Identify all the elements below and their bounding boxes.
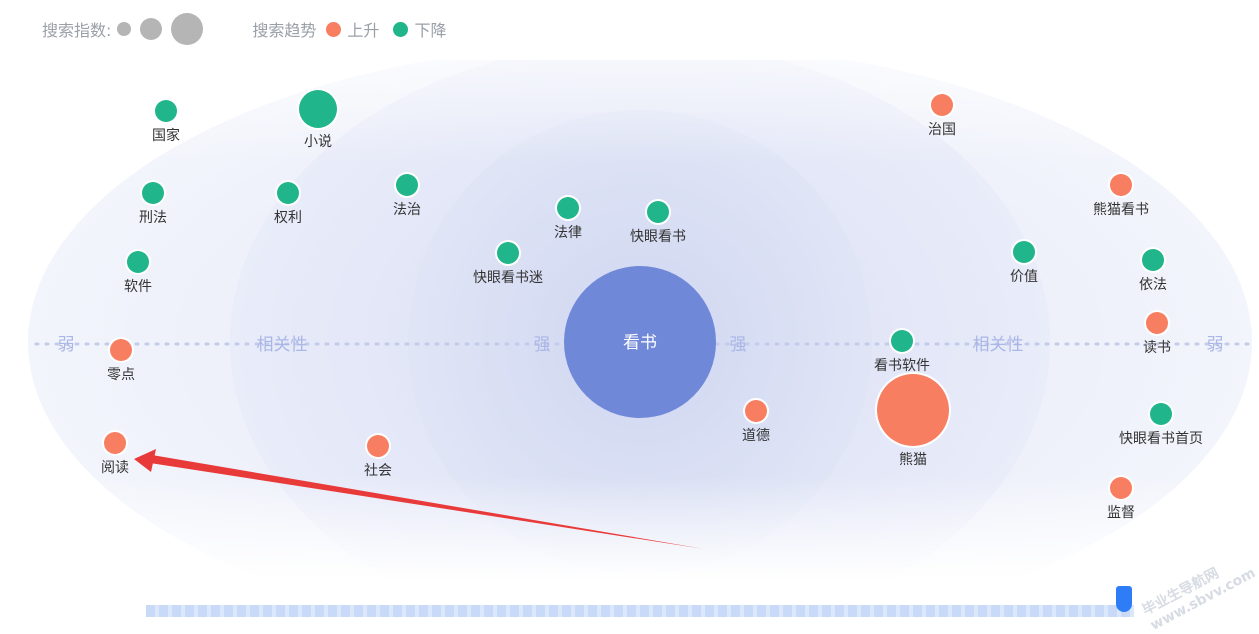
bubble-13[interactable] (745, 400, 767, 422)
axis-label-relevance-left: 相关性 (257, 335, 308, 355)
bubble-22[interactable] (1110, 477, 1132, 499)
bubble-label-1: 国家 (152, 127, 180, 144)
bubble-label-4: 权利 (274, 210, 302, 226)
bubble-14[interactable] (891, 330, 913, 352)
axis-label-relevance-right: 相关性 (973, 335, 1024, 355)
axis-label-weak-left: 弱 (58, 335, 75, 355)
bubble-label-8: 快眼看书迷 (473, 270, 543, 286)
bubble-21[interactable] (1150, 403, 1172, 425)
bubble-label-10: 零点 (107, 367, 135, 383)
bubble-8[interactable] (497, 242, 519, 264)
bubble-label-18: 价值 (1010, 269, 1038, 285)
bubble-label-21: 快眼看书首页 (1119, 431, 1203, 447)
bubble-9[interactable] (127, 251, 149, 273)
bubble-10[interactable] (110, 339, 132, 361)
trend-legend-label: 搜索趋势 (252, 21, 317, 40)
bubble-label-9: 软件 (124, 279, 152, 295)
bubble-label-20: 读书 (1143, 339, 1171, 356)
timeline-slider-handle[interactable] (1116, 586, 1132, 612)
bubble-18[interactable] (1013, 241, 1035, 263)
bubble-label-12: 社会 (364, 463, 392, 479)
bubble-label-11: 阅读 (101, 459, 129, 476)
size-medium-dot (140, 18, 163, 40)
axis-label-strong-left: 强 (534, 335, 551, 355)
bubble-4[interactable] (277, 182, 299, 204)
size-large-dot (171, 13, 204, 45)
bubble-label-5: 法治 (393, 202, 421, 218)
bubble-label-17: 熊猫看书 (1093, 202, 1149, 218)
center-bubble[interactable] (564, 266, 716, 418)
annotation-arrow-shaft (150, 455, 704, 549)
bubble-label-6: 法律 (554, 225, 582, 241)
trend-up-dot (326, 21, 342, 37)
bubble-6[interactable] (557, 197, 579, 219)
bubble-17[interactable] (1110, 174, 1132, 196)
trend-up-label: 上升 (347, 21, 380, 40)
annotation-arrow-head (134, 449, 156, 472)
size-legend-label: 搜索指数: (42, 21, 112, 40)
timeline-slider-track[interactable] (146, 605, 1134, 617)
bubble-15[interactable] (877, 374, 949, 446)
bubble-7[interactable] (647, 201, 669, 223)
trend-down-label: 下降 (414, 21, 447, 40)
bubble-16[interactable] (931, 94, 953, 116)
bubble-3[interactable] (142, 182, 164, 204)
bubble-label-3: 刑法 (139, 210, 167, 226)
size-small-dot (117, 22, 132, 36)
axis-label-weak-right: 弱 (1207, 335, 1224, 355)
bubble-label-22: 监督 (1107, 505, 1135, 521)
bubble-2[interactable] (299, 90, 337, 128)
bubble-19[interactable] (1142, 249, 1164, 271)
bubble-label-15: 熊猫 (899, 452, 927, 468)
bubble-label-19: 依法 (1139, 277, 1167, 293)
bubble-20[interactable] (1146, 312, 1168, 334)
bubble-1[interactable] (155, 100, 177, 122)
bubble-label-14: 看书软件 (874, 358, 930, 374)
legend: 搜索指数: 搜索趋势 上升 下降 (42, 13, 447, 45)
trend-down-dot (393, 21, 409, 37)
center-label: 看书 (623, 333, 657, 353)
bubble-11[interactable] (104, 432, 126, 454)
bubble-label-2: 小说 (304, 134, 332, 150)
axis-label-strong-right: 强 (730, 335, 747, 355)
bubble-label-7: 快眼看书 (630, 229, 686, 245)
bubble-label-13: 道德 (742, 428, 770, 444)
bubble-12[interactable] (367, 435, 389, 457)
bubble-label-16: 治国 (928, 122, 956, 138)
bubble-5[interactable] (396, 174, 418, 196)
